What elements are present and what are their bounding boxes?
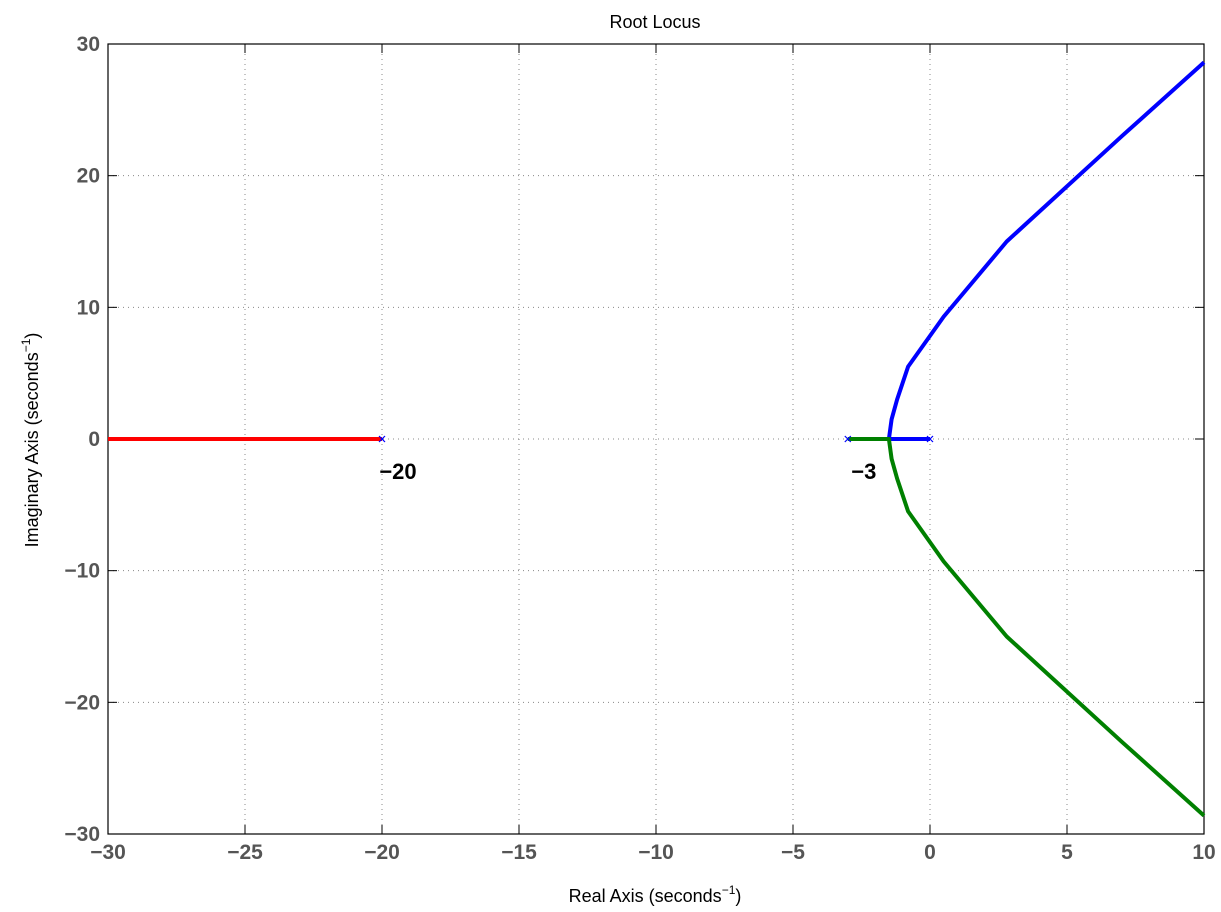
locus-branch-3	[847, 437, 1206, 818]
y-axis-label-sup: −1	[19, 338, 33, 352]
y-tick-label: 0	[88, 428, 100, 451]
pole-annotation: −20	[379, 459, 416, 484]
y-axis-label-text: Imaginary Axis (seconds	[22, 352, 42, 547]
x-tick-label: −30	[90, 841, 126, 864]
locus-branch-2	[886, 60, 1206, 441]
pole-marker	[844, 435, 852, 443]
annotation-layer: −20 −3	[379, 459, 876, 484]
y-tick-label: −20	[64, 691, 100, 714]
y-tick-label: −30	[64, 823, 100, 846]
x-axis-label: Real Axis (seconds−1)	[569, 883, 742, 906]
y-tick-label: 30	[77, 33, 100, 56]
x-tick-label: −10	[638, 841, 674, 864]
y-tick-label: 10	[77, 296, 100, 319]
x-tick-label: 10	[1192, 841, 1215, 864]
y-tick-label: −10	[64, 560, 100, 583]
pole-marker	[926, 435, 934, 443]
pole-marker-stroke	[844, 435, 852, 443]
pole-marker-stroke	[378, 435, 386, 443]
tick-layer: −30 −25 −20 −15 −10 −5 0 5 10 −30 −20 −10 0 10 20 30	[64, 33, 1215, 864]
y-axis-label-suffix: )	[22, 333, 42, 339]
pole-marker-stroke	[926, 435, 934, 443]
y-axis-label: Imaginary Axis (seconds−1)	[19, 333, 42, 548]
x-tick-label: −5	[781, 841, 805, 864]
pole-annotation: −3	[851, 459, 876, 484]
x-axis-label-text: Real Axis (seconds	[569, 886, 722, 906]
series-layer	[108, 60, 1206, 818]
pole-layer	[378, 435, 934, 443]
x-tick-label: −20	[364, 841, 400, 864]
y-axis-label-group: Imaginary Axis (seconds−1)	[19, 333, 42, 548]
x-tick-label: 0	[924, 841, 936, 864]
x-axis-label-sup: −1	[722, 883, 736, 897]
y-tick-label: 20	[77, 165, 100, 188]
x-axis-label-suffix: )	[735, 886, 741, 906]
x-tick-label: 5	[1061, 841, 1073, 864]
chart-title: Root Locus	[609, 12, 700, 32]
x-tick-label: −15	[501, 841, 537, 864]
pole-marker	[378, 435, 386, 443]
x-tick-label: −25	[227, 841, 263, 864]
